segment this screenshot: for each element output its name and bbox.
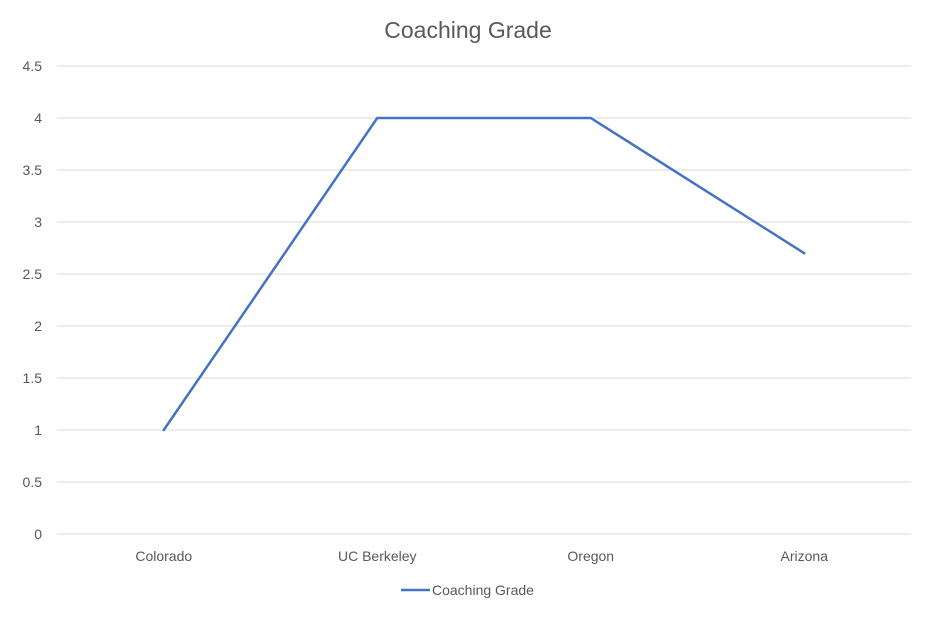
x-axis-tick-labels: Colorado UC Berkeley Oregon Arizona xyxy=(135,548,828,564)
y-tick-label: 2 xyxy=(34,318,42,334)
chart-title: Coaching Grade xyxy=(384,17,552,43)
y-tick-label: 3.5 xyxy=(23,162,43,178)
legend-label-coaching-grade: Coaching Grade xyxy=(432,582,534,598)
x-tick-label: UC Berkeley xyxy=(338,548,417,564)
y-tick-label: 0.5 xyxy=(23,474,43,490)
x-tick-label: Arizona xyxy=(781,548,829,564)
gridlines xyxy=(57,65,911,535)
y-tick-label: 3 xyxy=(34,214,42,230)
series-line-coaching-grade xyxy=(162,116,806,432)
y-tick-label: 4 xyxy=(34,110,42,126)
x-tick-label: Oregon xyxy=(567,548,614,564)
y-tick-label: 1.5 xyxy=(23,370,43,386)
y-tick-label: 1 xyxy=(34,422,42,438)
y-tick-label: 0 xyxy=(34,526,42,542)
series-lines xyxy=(162,116,806,432)
y-tick-label: 4.5 xyxy=(23,58,43,74)
y-tick-label: 2.5 xyxy=(23,266,43,282)
legend: Coaching Grade xyxy=(401,582,534,598)
y-axis-tick-labels: 0 0.5 1 1.5 2 2.5 3 3.5 4 4.5 xyxy=(23,58,43,542)
x-tick-label: Colorado xyxy=(135,548,192,564)
